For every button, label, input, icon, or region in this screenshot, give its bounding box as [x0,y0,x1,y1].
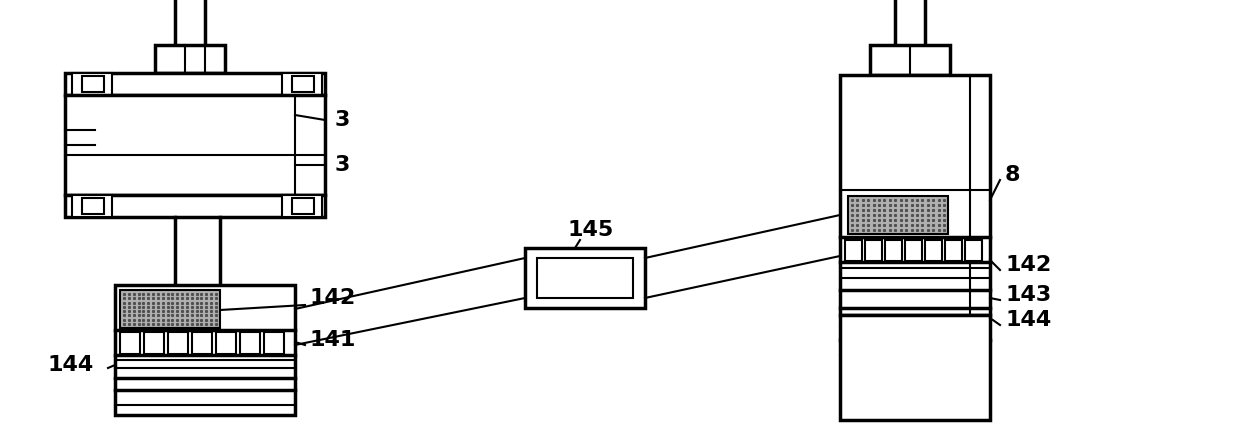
Text: 142: 142 [310,288,357,308]
Text: 3: 3 [335,110,351,130]
Bar [904,240,922,261]
Text: 8: 8 [1005,165,1021,185]
Bar [192,332,212,354]
Text: 144: 144 [1005,310,1051,330]
Text: 144: 144 [48,355,94,375]
Bar [155,45,225,73]
Bar [865,240,882,261]
Bar [885,240,902,261]
Bar [72,73,112,95]
Text: 3: 3 [335,155,351,175]
Bar [292,198,313,214]
Bar [169,332,188,354]
Bar [282,195,322,217]
Bar [120,332,140,354]
Bar [240,332,260,354]
Bar [264,332,284,354]
Bar [144,332,164,354]
Bar [965,240,983,261]
Bar [216,332,235,354]
Bar [120,290,221,328]
Bar [82,76,104,92]
Bar [845,240,862,261]
Text: 142: 142 [1005,255,1051,275]
Text: 145: 145 [567,220,615,240]
Bar [115,285,295,415]
Bar [64,73,325,95]
Text: 143: 143 [1005,285,1051,305]
Bar [64,95,325,195]
Bar [525,248,646,308]
Text: 141: 141 [310,330,357,350]
Bar [870,45,950,75]
Bar [72,195,112,217]
Bar [847,196,948,234]
Bar [64,195,325,217]
Bar [945,240,961,261]
Bar [536,258,633,298]
Bar [292,76,313,92]
Bar [840,315,990,420]
Bar [82,198,104,214]
Bar [282,73,322,95]
Bar [840,75,990,315]
Bar [926,240,942,261]
